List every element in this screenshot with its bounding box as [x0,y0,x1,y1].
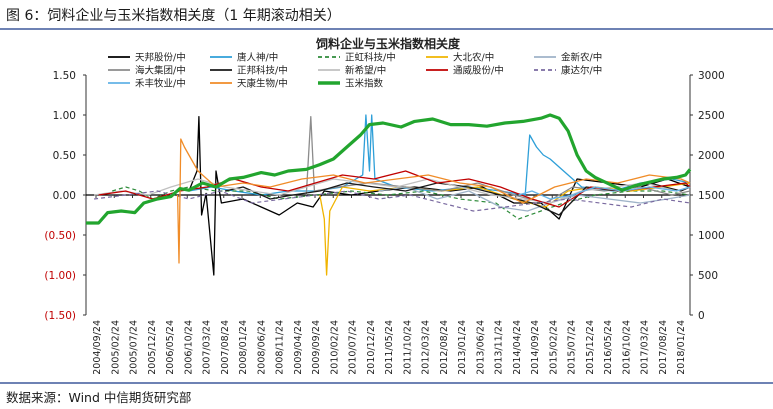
x-tick-label: 2012/03/24 [421,320,432,375]
correlation-chart: 饲料企业与玉米指数相关度 1.50 1.00 0.50 0.00 (0.50) (1.00)… [44,36,725,375]
x-tick-label: 2006/05/24 [165,320,176,375]
legend-label: 金新农/中 [561,52,602,64]
series-line [319,182,691,276]
x-tick-label: 2008/06/24 [256,320,267,375]
series-line [112,186,691,220]
x-tick-label: 2007/03/24 [202,320,213,375]
legend-label: 正邦科技/中 [237,65,288,77]
y2-tick-label: 500 [698,270,718,282]
top-rule [0,28,773,30]
series-line [378,186,691,212]
series-line [176,138,691,264]
legend-label: 正虹科技/中 [345,52,396,64]
legend-label: 大北农/中 [453,52,494,64]
x-tick-label: 2005/02/24 [110,320,121,375]
series-line [518,186,691,200]
legend-label: 天康生物/中 [237,78,288,90]
x-tick-label: 2013/11/24 [494,320,505,375]
y2-tick-label: 3000 [698,70,725,82]
y-tick-label: 0.00 [53,190,76,202]
x-tick-label: 2008/01/24 [238,320,249,375]
x-tick-label: 2014/04/24 [512,320,523,375]
y2-tick-label: 0 [698,310,705,322]
x-tick-label: 2010/02/24 [329,320,340,375]
bottom-rule [0,382,773,384]
x-tick-label: 2008/11/24 [275,320,286,375]
y2-tick-label: 2500 [698,110,725,122]
y-tick-label: (0.50) [44,230,76,242]
series-line [86,113,692,225]
x-tick-label: 2013/01/24 [457,320,468,375]
x-tick-label: 2016/05/24 [603,320,614,375]
legend-label: 禾丰牧业/中 [135,78,186,90]
chart-title: 饲料企业与玉米指数相关度 [315,36,461,51]
y2-tick-label: 1500 [698,190,725,202]
x-tick-label: 2017/08/24 [658,320,669,375]
x-tick-label: 2009/04/24 [293,320,304,375]
x-tick-label: 2009/09/24 [311,320,322,375]
x-tick-label: 2015/07/24 [567,320,578,375]
x-tick-label: 2013/06/24 [475,320,486,375]
legend-label: 海大集团/中 [135,65,186,77]
series-line [94,190,691,212]
legend-label: 天邦股份/中 [135,52,186,64]
legend-label: 新希望/中 [345,65,386,77]
legend-label: 玉米指数 [345,78,384,90]
series-line [94,178,691,204]
x-tick-label: 2010/07/24 [348,320,359,375]
figure-title: 图 6：饲料企业与玉米指数相关度（1 年期滚动相关） [6,8,341,24]
figure-header: 图 6：饲料企业与玉米指数相关度（1 年期滚动相关） [0,0,773,30]
x-tick-label: 2018/01/24 [676,320,687,375]
x-tick-label: 2010/12/24 [366,320,377,375]
series-line [188,115,691,276]
x-tick-label: 2014/09/24 [530,320,541,375]
x-tick-label: 2011/05/24 [384,320,395,375]
x-tick-label: 2016/10/24 [621,320,632,375]
x-tick-label: 2015/02/24 [548,320,559,375]
y-tick-label: 1.50 [53,70,76,82]
y2-tick-label: 1000 [698,230,725,242]
legend-label: 通威股份/中 [453,65,504,77]
y-tick-label: (1.50) [44,310,76,322]
x-tick-label: 2005/07/24 [129,320,140,375]
source-note: 数据来源：Wind 中信期货研究部 [6,390,192,405]
x-tick-label: 2011/10/24 [402,320,413,375]
x-tick-label: 2012/08/24 [439,320,450,375]
x-tick-label: 2006/10/24 [183,320,194,375]
x-tick-label: 2015/12/24 [585,320,596,375]
legend-label: 唐人神/中 [237,52,278,64]
y2-tick-label: 2000 [698,150,725,162]
legend-label: 康达尔/中 [561,65,602,77]
x-tick-label: 2017/03/24 [640,320,651,375]
y-tick-label: (1.00) [44,270,76,282]
x-tick-label: 2004/09/24 [92,320,103,375]
x-tick-label: 2007/08/24 [220,320,231,375]
y-tick-label: 0.50 [53,150,76,162]
x-tick-label: 2005/12/24 [147,320,158,375]
y-tick-label: 1.00 [53,110,76,122]
